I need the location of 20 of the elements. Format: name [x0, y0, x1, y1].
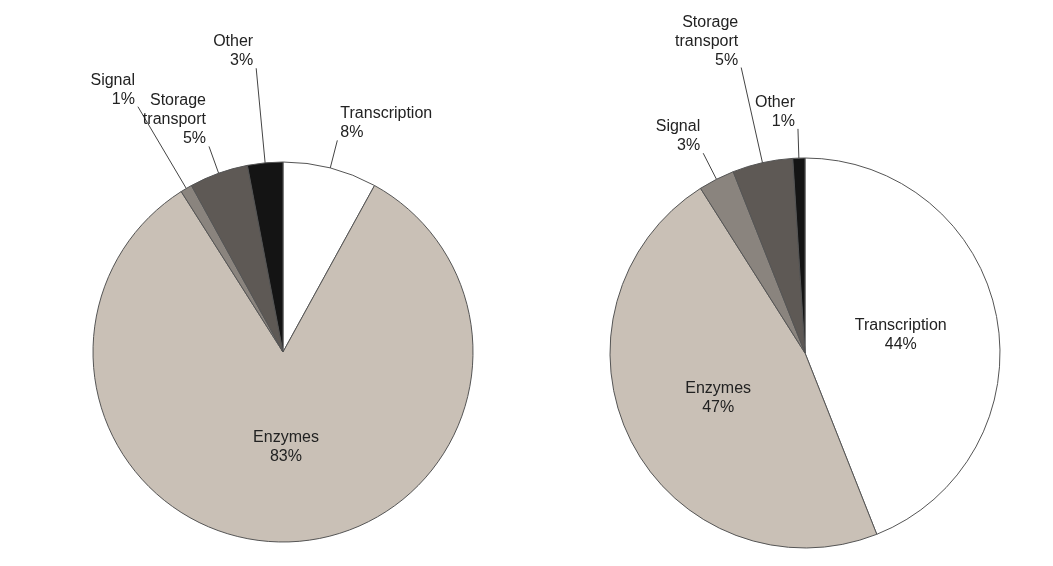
- data-label: 44%: [884, 335, 917, 353]
- slice-label: Storage transport: [142, 91, 207, 128]
- slice-label: Enzymes: [253, 428, 319, 446]
- data-label: 3%: [677, 136, 701, 154]
- data-label: 1%: [771, 111, 795, 129]
- data-label: 5%: [182, 129, 206, 147]
- slice-label: Signal: [90, 70, 135, 88]
- data-label: 3%: [230, 51, 254, 69]
- data-label: 5%: [715, 50, 739, 68]
- slice-label: Signal: [655, 117, 701, 135]
- slice-label: Other: [754, 92, 796, 110]
- data-label: 1%: [111, 89, 135, 107]
- slice-label: Storage transport: [675, 12, 739, 49]
- data-label: 47%: [702, 397, 735, 415]
- slice-label: Transcription: [854, 316, 947, 334]
- slice-label: Other: [213, 32, 254, 50]
- data-label: 83%: [269, 447, 302, 465]
- data-label: 8%: [340, 123, 364, 141]
- slice-label: Enzymes: [685, 378, 752, 396]
- slice-label: Transcription: [340, 104, 433, 122]
